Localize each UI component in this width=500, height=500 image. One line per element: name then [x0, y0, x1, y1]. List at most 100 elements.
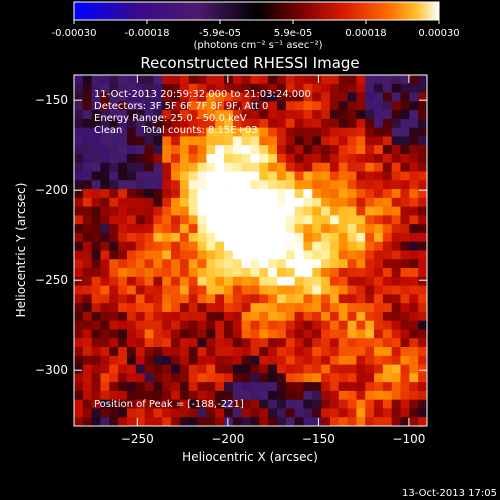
heatmap-cell — [109, 153, 119, 164]
heatmap-cell — [100, 83, 110, 93]
heatmap-cell — [409, 276, 419, 287]
heatmap-cell — [338, 320, 348, 330]
heatmap-cell — [276, 110, 287, 120]
heatmap-cell — [188, 408, 198, 418]
heatmap-cell — [400, 92, 410, 102]
heatmap-cell — [171, 373, 181, 383]
heatmap-cell — [418, 294, 427, 304]
heatmap-cell — [241, 83, 251, 93]
heatmap-cell — [400, 232, 410, 243]
heatmap-cell — [418, 417, 427, 426]
heatmap-cell — [347, 110, 357, 120]
heatmap-cell — [135, 355, 145, 365]
heatmap-cell — [91, 171, 101, 181]
heatmap-cell — [276, 224, 287, 234]
heatmap-cell — [409, 75, 419, 85]
heatmap-cell — [100, 136, 110, 146]
heatmap-cell — [409, 294, 419, 304]
heatmap-cell — [215, 145, 225, 155]
heatmap-cell — [391, 294, 401, 304]
heatmap-cell — [135, 329, 145, 339]
heatmap-cell — [347, 171, 357, 181]
heatmap-cell — [338, 285, 348, 295]
heatmap-cell — [294, 110, 304, 120]
heatmap-cell — [241, 276, 251, 287]
heatmap-cell — [418, 329, 427, 339]
heatmap-cell — [153, 224, 163, 234]
heatmap-cell — [294, 250, 304, 260]
heatmap-cell — [347, 75, 357, 85]
heatmap-cell — [347, 303, 357, 313]
heatmap-cell — [303, 215, 313, 225]
colorbar-tick-label: 5.9e-05 — [274, 28, 312, 39]
heatmap-cell — [118, 171, 128, 181]
heatmap-cell — [276, 250, 287, 260]
heatmap-cell — [206, 197, 216, 208]
heatmap-cell — [276, 206, 287, 216]
heatmap-cell — [365, 250, 375, 260]
heatmap-cell — [391, 311, 401, 322]
heatmap-cell — [338, 215, 348, 225]
heatmap-cell — [188, 390, 198, 401]
heatmap-cell — [285, 390, 296, 401]
heatmap-cell — [118, 241, 128, 251]
heatmap-cell — [250, 390, 260, 401]
heatmap-cell — [135, 417, 145, 426]
heatmap-cell — [109, 408, 119, 418]
heatmap-cell — [285, 347, 296, 357]
heatmap-cell — [276, 390, 287, 401]
heatmap-cell — [171, 75, 181, 85]
heatmap-cell — [268, 408, 278, 418]
heatmap-cell — [144, 145, 154, 155]
heatmap-cell — [74, 294, 84, 304]
heatmap-cell — [82, 329, 93, 339]
heatmap-cell — [100, 373, 110, 383]
heatmap-cell — [250, 136, 260, 146]
x-axis-label: Heliocentric X (arcsec) — [182, 450, 318, 464]
heatmap-cell — [153, 320, 163, 330]
heatmap-cell — [321, 153, 331, 164]
heatmap-cell — [206, 224, 216, 234]
heatmap-cell — [294, 118, 304, 129]
heatmap-cell — [109, 329, 119, 339]
heatmap-cell — [374, 320, 384, 330]
heatmap-cell — [162, 338, 172, 348]
heatmap-cell — [188, 145, 198, 155]
heatmap-cell — [303, 127, 313, 137]
heatmap-cell — [135, 285, 145, 295]
heatmap-cell — [365, 382, 375, 392]
heatmap-cell — [294, 268, 304, 278]
heatmap-cell — [418, 303, 427, 313]
heatmap-cell — [126, 285, 137, 295]
heatmap-cell — [356, 311, 366, 322]
heatmap-cell — [82, 153, 93, 164]
heatmap-cell — [409, 408, 419, 418]
heatmap-cell — [329, 110, 340, 120]
heatmap-cell — [347, 355, 357, 365]
heatmap-cell — [215, 364, 225, 374]
heatmap-cell — [365, 303, 375, 313]
heatmap-cell — [197, 171, 207, 181]
heatmap-cell — [312, 171, 322, 181]
heatmap-cell — [382, 241, 393, 251]
heatmap-cell — [215, 382, 225, 392]
heatmap-cell — [91, 320, 101, 330]
heatmap-cell — [188, 232, 198, 243]
heatmap-cell — [232, 206, 243, 216]
heatmap-cell — [135, 75, 145, 85]
x-tick-label: −200 — [211, 432, 244, 446]
heatmap-cell — [179, 276, 190, 287]
heatmap-cell — [303, 118, 313, 129]
heatmap-cell — [232, 136, 243, 146]
heatmap-cell — [356, 110, 366, 120]
heatmap-cell — [224, 268, 234, 278]
heatmap-cell — [179, 215, 190, 225]
heatmap-cell — [197, 101, 207, 111]
heatmap-cell — [100, 75, 110, 85]
heatmap-cell — [215, 417, 225, 426]
heatmap-cell — [74, 303, 84, 313]
heatmap-cell — [374, 250, 384, 260]
heatmap-cell — [356, 303, 366, 313]
heatmap-cell — [82, 311, 93, 322]
heatmap-cell — [356, 373, 366, 383]
